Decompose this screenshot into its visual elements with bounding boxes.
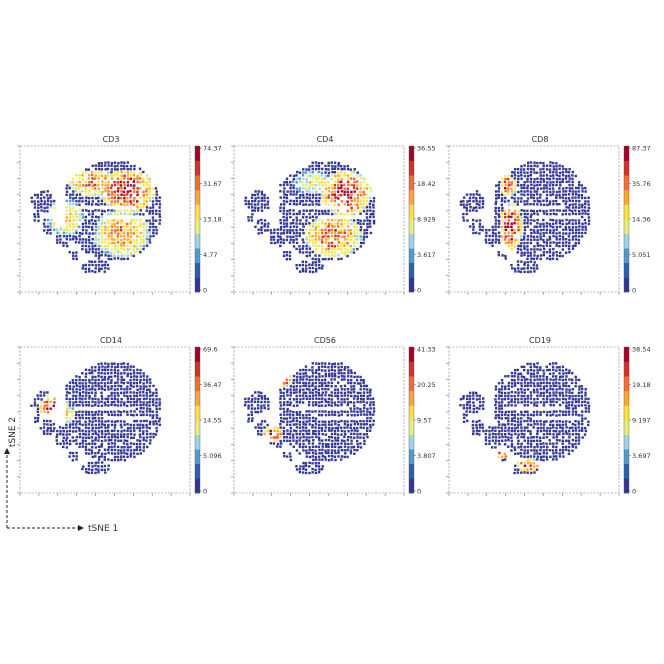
axis-ticks <box>17 346 191 496</box>
tsne-panel-cd14: CD14 69.6 36.47 14.55 5.096 0 <box>17 336 222 496</box>
colorbar-tick-label: 36.47 <box>203 381 222 389</box>
colorbar-tick-label: 4.77 <box>203 251 217 259</box>
colorbar-tick-label: 36.55 <box>417 144 436 152</box>
colorbar: 87.37 35.76 14.36 5.051 0 <box>623 144 651 294</box>
axis-ticks <box>231 145 405 295</box>
axis-ticks <box>446 145 620 295</box>
scatter-points <box>243 362 376 475</box>
panel-title: CD8 <box>532 135 549 144</box>
colorbar-tick-label: 18.42 <box>417 180 436 188</box>
colorbar-tick-label: 0 <box>632 286 636 294</box>
plot-frame <box>448 145 620 293</box>
plot-frame <box>233 346 405 494</box>
colorbar-tick-label: 69.6 <box>203 345 217 353</box>
colorbar-tick-label: 14.55 <box>203 416 222 424</box>
colorbar: 74.37 31.67 13.18 4.77 0 <box>194 144 222 294</box>
colorbar-tick-label: 0 <box>203 487 207 495</box>
tsne-panel-cd19: CD19 38.54 19.18 9.197 3.697 0 <box>446 336 651 496</box>
axis-ticks <box>231 346 405 496</box>
colorbar-tick-label: 8.929 <box>417 215 436 223</box>
panel-title: CD4 <box>317 135 334 144</box>
scatter-points <box>459 362 591 475</box>
scatter-points <box>30 362 162 475</box>
tsne-panel-cd8: CD8 87.37 35.76 14.36 5.051 0 <box>446 135 651 295</box>
colorbar-tick-label: 19.18 <box>632 381 651 389</box>
colorbar-tick-label: 9.57 <box>417 416 431 424</box>
tsne1-label: tSNE 1 <box>88 524 118 534</box>
colorbar: 41.33 20.25 9.57 3.807 0 <box>408 345 436 495</box>
colorbar-tick-label: 0 <box>417 286 421 294</box>
colorbar-tick-label: 14.36 <box>632 215 651 223</box>
colorbar-tick-label: 0 <box>632 487 636 495</box>
colorbar: 69.6 36.47 14.55 5.096 0 <box>194 345 222 495</box>
panel-title: CD14 <box>100 336 122 345</box>
colorbar-tick-label: 3.697 <box>632 452 651 460</box>
colorbar-tick-label: 31.67 <box>203 180 222 188</box>
colorbar-tick-label: 9.197 <box>632 416 651 424</box>
colorbar-tick-label: 5.096 <box>203 452 222 460</box>
colorbar-tick-label: 3.617 <box>417 251 436 259</box>
colorbar-tick-label: 74.37 <box>203 144 222 152</box>
panel-title: CD19 <box>529 336 551 345</box>
colorbar-tick-label: 38.54 <box>632 345 651 353</box>
tsne-panel-cd3: CD3 74.37 31.67 13.18 4.77 0 <box>17 135 222 295</box>
colorbar: 36.55 18.42 8.929 3.617 0 <box>408 144 436 294</box>
colorbar-tick-label: 0 <box>417 487 421 495</box>
colorbar-tick-label: 0 <box>203 286 207 294</box>
colorbar: 38.54 19.18 9.197 3.697 0 <box>623 345 651 495</box>
colorbar-tick-label: 35.76 <box>632 180 651 188</box>
panels: CD3 74.37 31.67 13.18 4.77 0 CD4 36.55 18.42 8.92… <box>17 135 651 496</box>
panel-title: CD3 <box>103 135 120 144</box>
colorbar-tick-label: 5.051 <box>632 251 651 259</box>
colorbar-tick-label: 13.18 <box>203 215 222 223</box>
colorbar-tick-label: 20.25 <box>417 381 436 389</box>
tsne1-arrowhead <box>78 525 84 531</box>
scatter-points <box>30 161 162 274</box>
colorbar-tick-label: 3.807 <box>417 452 436 460</box>
tsne-panel-cd4: CD4 36.55 18.42 8.929 3.617 0 <box>231 135 436 295</box>
colorbar-tick-label: 41.33 <box>417 345 436 353</box>
panel-title: CD56 <box>314 336 336 345</box>
plot-frame <box>19 145 191 293</box>
scatter-points <box>459 161 591 274</box>
axis-ticks <box>17 145 191 295</box>
plot-frame <box>448 346 620 494</box>
scatter-points <box>244 161 376 274</box>
tsne2-arrowhead <box>4 448 10 454</box>
tsne2-label: tSNE 2 <box>8 417 18 447</box>
orientation-axes: tSNE 1 tSNE 2 <box>4 417 118 534</box>
axis-ticks <box>446 346 620 496</box>
plot-frame <box>233 145 405 293</box>
colorbar-tick-label: 87.37 <box>632 144 651 152</box>
tsne-panel-cd56: CD56 41.33 20.25 9.57 3.807 0 <box>231 336 436 496</box>
plot-frame <box>19 346 191 494</box>
